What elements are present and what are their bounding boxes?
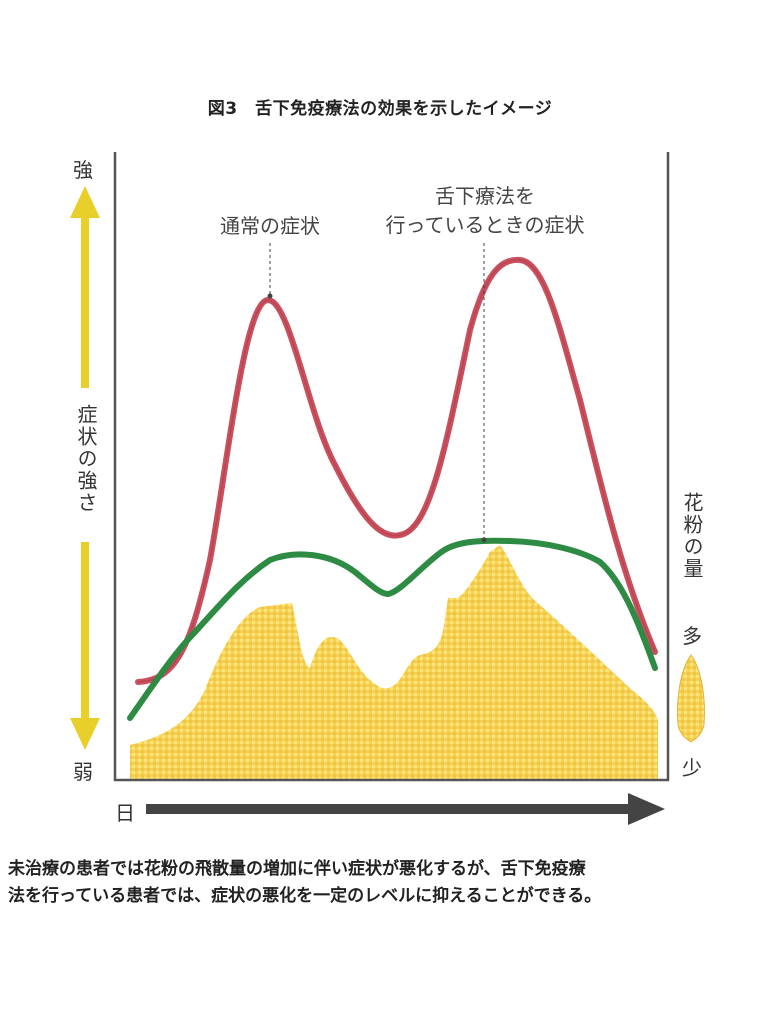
figure-title: 図3 舌下免疫療法の効果を示したイメージ — [207, 99, 553, 119]
normal-symptom-curve — [135, 256, 658, 685]
normal-symptom-annotation: 通常の症状 — [220, 214, 320, 238]
treated-symptom-annotation: 舌下療法を 行っているときの症状 — [360, 182, 610, 240]
pollen-scale-spindle — [677, 654, 705, 743]
y-axis-top-label: 強 — [73, 158, 93, 182]
pollen-axis-label: 花粉の量 — [680, 492, 704, 580]
pollen-area — [130, 545, 658, 779]
strength-arrow — [70, 186, 100, 750]
figure-caption: 未治療の患者では花粉の飛散量の増加に伴い症状が悪化するが、舌下免疫療 法を行って… — [8, 856, 752, 910]
pollen-top-label: 多 — [682, 624, 702, 648]
treated-symptom-curve — [127, 537, 658, 721]
y-axis-bottom-label: 弱 — [73, 760, 93, 784]
caption-line1: 未治療の患者では花粉の飛散量の増加に伴い症状が悪化するが、舌下免疫療 — [8, 859, 586, 879]
treated-annotation-line1: 舌下療法を — [435, 184, 535, 208]
x-axis-label: 日 — [115, 801, 135, 825]
time-arrow — [146, 793, 665, 825]
treated-annotation-line2: 行っているときの症状 — [385, 213, 585, 237]
caption-line2: 法を行っている患者では、症状の悪化を一定のレベルに抑えることができる。 — [8, 886, 602, 906]
pollen-bottom-label: 少 — [682, 756, 702, 780]
y-axis-label: 症状の強さ — [74, 404, 98, 514]
